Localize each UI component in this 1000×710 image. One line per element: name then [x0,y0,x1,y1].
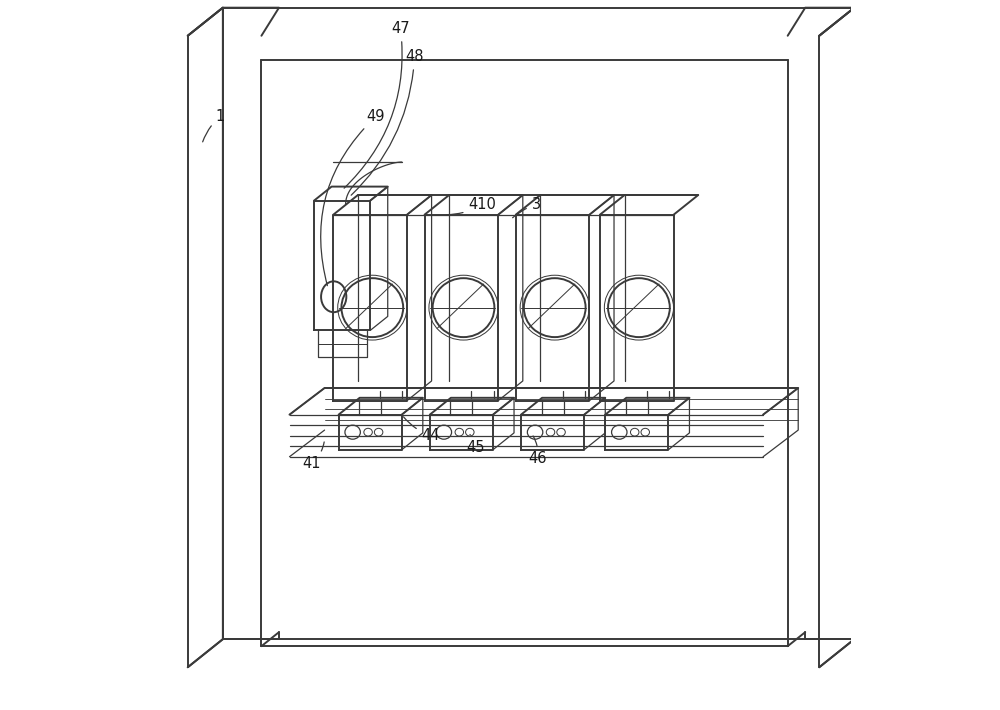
Text: 49: 49 [321,109,385,285]
Text: 48: 48 [351,49,424,195]
Text: 47: 47 [344,21,410,188]
Text: 44: 44 [403,417,440,443]
Text: 410: 410 [447,197,496,214]
Text: 45: 45 [466,435,485,455]
Text: 3: 3 [513,197,541,218]
Text: 46: 46 [528,436,547,466]
Text: 41: 41 [302,442,324,471]
Text: 1: 1 [203,109,225,142]
